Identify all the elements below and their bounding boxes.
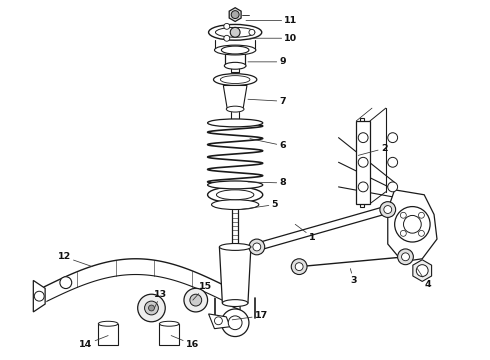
Circle shape	[400, 230, 406, 236]
Text: 3: 3	[350, 269, 357, 285]
Ellipse shape	[226, 106, 244, 112]
Polygon shape	[209, 314, 230, 329]
Circle shape	[138, 294, 165, 322]
Polygon shape	[220, 247, 251, 303]
Circle shape	[295, 263, 303, 271]
Circle shape	[388, 133, 397, 143]
Text: 4: 4	[417, 269, 431, 289]
Ellipse shape	[224, 62, 246, 69]
Ellipse shape	[220, 243, 251, 251]
Circle shape	[384, 206, 392, 213]
Polygon shape	[223, 85, 247, 109]
Text: 9: 9	[248, 57, 286, 66]
Circle shape	[291, 259, 307, 275]
Text: 12: 12	[57, 252, 93, 267]
Ellipse shape	[212, 200, 259, 210]
Ellipse shape	[208, 119, 263, 127]
Ellipse shape	[209, 24, 262, 40]
Text: 8: 8	[248, 179, 286, 188]
Polygon shape	[226, 282, 240, 310]
Polygon shape	[413, 260, 432, 282]
Text: 5: 5	[240, 200, 278, 210]
Circle shape	[418, 230, 424, 236]
Circle shape	[249, 30, 255, 35]
Circle shape	[400, 212, 406, 218]
Text: 1: 1	[295, 224, 316, 242]
Circle shape	[397, 249, 414, 265]
Circle shape	[358, 157, 368, 167]
Ellipse shape	[216, 27, 255, 37]
Circle shape	[388, 157, 397, 167]
Text: 13: 13	[154, 290, 168, 308]
Circle shape	[190, 294, 202, 306]
Text: 10: 10	[250, 34, 297, 43]
Text: 7: 7	[248, 97, 286, 106]
Circle shape	[145, 301, 158, 315]
Circle shape	[224, 35, 230, 41]
Circle shape	[34, 291, 44, 301]
Ellipse shape	[215, 45, 256, 55]
Text: 6: 6	[250, 139, 286, 150]
Text: 11: 11	[246, 16, 297, 25]
Circle shape	[418, 212, 424, 218]
Circle shape	[249, 239, 265, 255]
Text: 16: 16	[171, 336, 199, 349]
Circle shape	[404, 215, 421, 233]
Circle shape	[253, 243, 261, 251]
Circle shape	[228, 316, 242, 330]
Circle shape	[230, 27, 240, 37]
Text: 17: 17	[232, 311, 268, 320]
Circle shape	[416, 265, 428, 276]
Polygon shape	[98, 324, 118, 345]
Ellipse shape	[208, 181, 263, 189]
Circle shape	[215, 317, 222, 325]
Ellipse shape	[208, 187, 263, 203]
Ellipse shape	[220, 76, 250, 84]
Circle shape	[358, 133, 368, 143]
Circle shape	[221, 309, 249, 337]
Circle shape	[184, 288, 208, 312]
Ellipse shape	[159, 321, 179, 326]
Polygon shape	[159, 324, 179, 345]
Ellipse shape	[221, 46, 249, 54]
Ellipse shape	[214, 74, 257, 85]
Ellipse shape	[98, 321, 118, 326]
Polygon shape	[229, 8, 241, 22]
Text: 14: 14	[79, 336, 108, 349]
Text: 2: 2	[358, 144, 388, 156]
Circle shape	[148, 305, 154, 311]
Polygon shape	[33, 280, 45, 312]
Circle shape	[60, 277, 72, 289]
Ellipse shape	[222, 300, 248, 306]
Text: 15: 15	[193, 282, 212, 300]
Circle shape	[231, 11, 239, 18]
Polygon shape	[360, 118, 364, 207]
Circle shape	[401, 253, 410, 261]
Circle shape	[380, 202, 395, 217]
Circle shape	[388, 182, 397, 192]
Circle shape	[224, 23, 230, 29]
Circle shape	[394, 207, 430, 242]
Polygon shape	[356, 121, 370, 204]
Circle shape	[358, 182, 368, 192]
Polygon shape	[388, 190, 437, 262]
Ellipse shape	[217, 190, 254, 200]
